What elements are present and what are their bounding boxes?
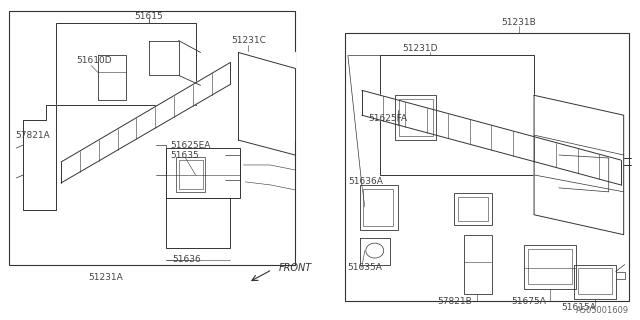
Text: 51625EA: 51625EA xyxy=(171,140,211,149)
Bar xyxy=(399,99,433,136)
Text: 51635A: 51635A xyxy=(347,263,381,272)
Text: FRONT: FRONT xyxy=(278,262,312,273)
Text: 51231D: 51231D xyxy=(402,44,437,53)
Bar xyxy=(528,249,572,284)
Bar xyxy=(524,244,576,289)
Text: 51231C: 51231C xyxy=(231,36,266,45)
Bar xyxy=(345,33,628,301)
Text: 51636A: 51636A xyxy=(348,177,383,187)
Text: 51635: 51635 xyxy=(171,150,200,160)
Text: A505001609: A505001609 xyxy=(575,306,628,315)
Bar xyxy=(454,193,492,225)
Text: 57821B: 57821B xyxy=(437,297,472,306)
Polygon shape xyxy=(238,52,295,140)
Bar xyxy=(363,189,393,226)
Text: 51675A: 51675A xyxy=(511,297,547,306)
Bar xyxy=(360,185,397,230)
Bar xyxy=(458,197,488,221)
Bar xyxy=(574,265,616,300)
Polygon shape xyxy=(23,105,56,210)
Bar xyxy=(175,157,205,192)
Bar xyxy=(166,198,230,248)
Bar xyxy=(56,23,196,105)
Bar xyxy=(380,55,534,175)
Bar xyxy=(179,160,202,189)
Text: 51615A: 51615A xyxy=(561,303,596,312)
Text: 51636: 51636 xyxy=(173,255,202,264)
Text: 51231A: 51231A xyxy=(88,273,124,282)
Polygon shape xyxy=(362,90,621,185)
Text: 51615: 51615 xyxy=(134,12,163,21)
Polygon shape xyxy=(61,62,230,183)
Text: 51610D: 51610D xyxy=(76,56,112,65)
Polygon shape xyxy=(534,95,623,235)
Bar xyxy=(578,268,612,294)
Bar xyxy=(166,148,241,198)
Text: 51625FA: 51625FA xyxy=(368,114,407,123)
Ellipse shape xyxy=(366,243,384,258)
Text: 57821A: 57821A xyxy=(15,131,50,140)
Bar xyxy=(465,235,492,294)
Bar xyxy=(10,11,295,265)
Text: 51231B: 51231B xyxy=(502,18,536,27)
Bar xyxy=(395,95,436,140)
